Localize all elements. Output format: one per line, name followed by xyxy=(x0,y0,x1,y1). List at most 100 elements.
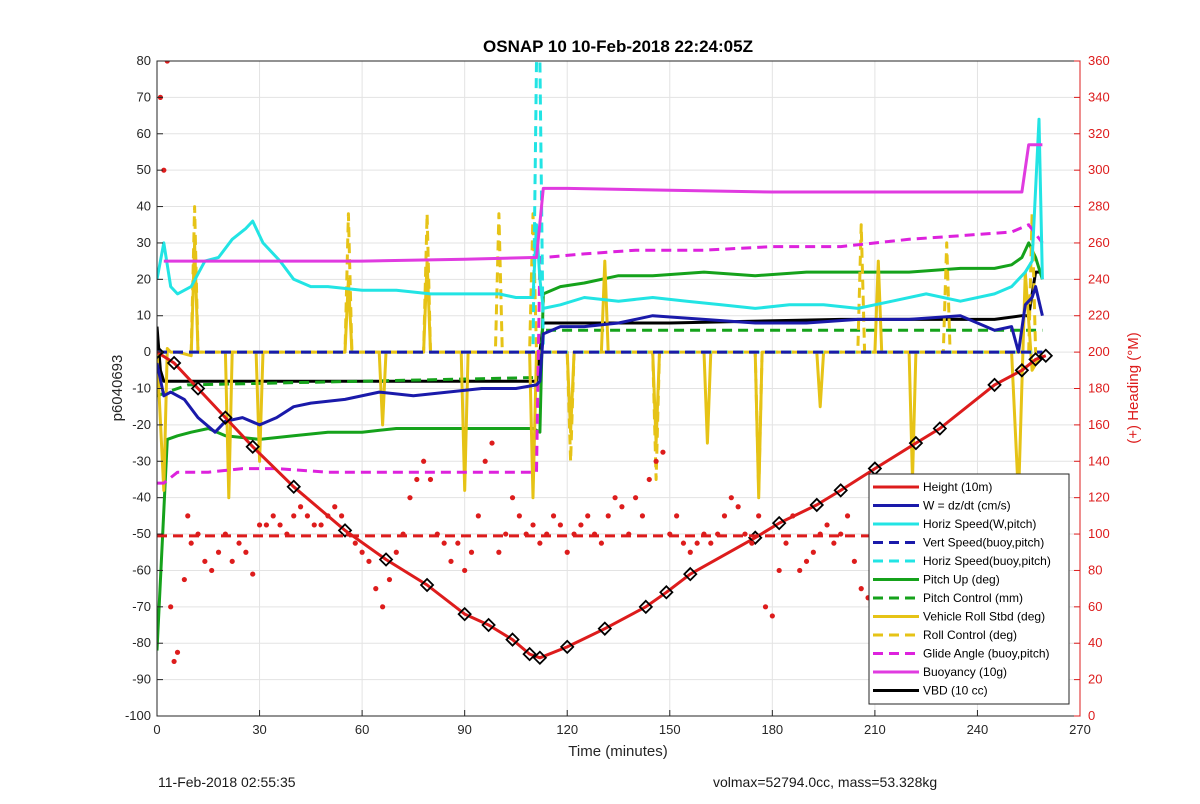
y2-tick-label: 20 xyxy=(1088,672,1102,687)
heading-point xyxy=(263,522,269,528)
y-tick-label: 80 xyxy=(137,53,151,68)
heading-point xyxy=(359,549,365,555)
y-tick-label: -90 xyxy=(132,672,151,687)
y-tick-label: -50 xyxy=(132,526,151,541)
footer-vehicle-info: volmax=52794.0cc, mass=53.328kg xyxy=(713,774,938,790)
heading-point xyxy=(318,522,324,528)
heading-point xyxy=(455,540,461,546)
heading-point xyxy=(516,513,522,519)
series-0 xyxy=(157,344,1054,666)
heading-point xyxy=(421,458,427,464)
height-marker xyxy=(245,439,260,454)
heading-point xyxy=(277,522,283,528)
heading-point xyxy=(414,476,420,483)
legend-box xyxy=(868,473,1070,705)
x-tick-label: 270 xyxy=(1069,722,1091,737)
height-marker xyxy=(532,650,548,666)
heading-point xyxy=(537,540,543,546)
y2-tick-label: 40 xyxy=(1088,635,1102,650)
heading-point xyxy=(174,649,181,655)
heading-point xyxy=(687,549,693,555)
x-tick-label: 120 xyxy=(556,722,578,737)
y-tick-label: 20 xyxy=(137,271,151,286)
y-tick-label: -30 xyxy=(132,453,151,468)
legend: Height (10m) W = dz/dt (cm/s) Horiz Speed(… xyxy=(868,473,1070,705)
heading-point xyxy=(209,567,215,574)
heading-point xyxy=(496,549,502,555)
legend-entry: Vehicle Roll Stbd (deg) xyxy=(923,610,1045,624)
heading-point xyxy=(797,567,803,574)
y2-tick-label: 320 xyxy=(1088,126,1110,141)
y-tick-label: 30 xyxy=(137,235,151,250)
y2-tick-label: 140 xyxy=(1088,453,1110,468)
heading-point xyxy=(810,549,816,555)
heading-point xyxy=(171,658,177,665)
y2-tick-label: 240 xyxy=(1088,271,1110,286)
height-marker xyxy=(1014,363,1030,378)
heading-point xyxy=(619,504,625,510)
heading-point xyxy=(612,495,618,501)
series-6 xyxy=(157,328,1043,398)
heading-point xyxy=(475,513,481,519)
height-marker xyxy=(987,377,1002,393)
y2-tick-label: 160 xyxy=(1088,417,1110,432)
y-tick-label: 40 xyxy=(137,199,151,214)
heading-point xyxy=(653,458,659,464)
legend-entry: Height (10m) xyxy=(923,480,992,494)
heading-point xyxy=(188,540,194,546)
heading-point xyxy=(427,476,434,483)
heading-point xyxy=(297,504,304,510)
heading-point xyxy=(742,531,748,537)
y2-tick-label: 360 xyxy=(1088,53,1110,68)
heading-point xyxy=(530,522,536,528)
heading-point xyxy=(851,558,857,564)
heading-point xyxy=(646,476,652,483)
heading-point xyxy=(181,576,187,583)
heading-point xyxy=(762,604,769,610)
x-tick-label: 0 xyxy=(153,722,160,737)
legend-entry: W = dz/dt (cm/s) xyxy=(923,499,1011,513)
y-tick-label: 50 xyxy=(137,162,151,177)
height-marker xyxy=(908,435,924,451)
heading-point xyxy=(352,540,358,546)
x-tick-label: 240 xyxy=(967,722,989,737)
height-marker xyxy=(378,552,394,567)
heading-point xyxy=(503,531,509,537)
heading-point xyxy=(270,513,276,519)
heading-point xyxy=(578,522,584,528)
heading-point xyxy=(250,571,256,577)
series-2 xyxy=(157,117,1044,310)
y2-tick-label: 340 xyxy=(1088,89,1110,104)
heading-point xyxy=(332,504,338,510)
height-marker xyxy=(809,497,825,513)
legend-entry: Horiz Speed(buoy,pitch) xyxy=(923,554,1051,568)
heading-point xyxy=(366,558,372,564)
y2-tick-label: 200 xyxy=(1088,344,1110,359)
y2-tick-label: 300 xyxy=(1088,162,1110,177)
height-marker xyxy=(522,646,537,662)
y2-tick-label: 80 xyxy=(1088,562,1102,577)
heading-point xyxy=(236,540,242,546)
heading-point xyxy=(441,540,447,546)
height-marker xyxy=(218,410,233,425)
heading-point xyxy=(373,586,379,592)
heading-point xyxy=(783,540,789,546)
heading-point xyxy=(202,558,208,564)
height-marker xyxy=(286,479,302,495)
y-tick-label: 10 xyxy=(137,308,151,323)
heading-point xyxy=(215,549,222,555)
legend-entry: Vert Speed(buoy,pitch) xyxy=(923,536,1044,550)
height-marker xyxy=(481,617,496,633)
heading-point xyxy=(632,495,639,501)
heading-point xyxy=(448,558,454,564)
y-tick-label: -40 xyxy=(132,490,151,505)
heading-point xyxy=(660,449,666,455)
heading-point xyxy=(831,540,837,546)
heading-point xyxy=(756,513,762,519)
heading-point xyxy=(256,522,263,528)
heading-point xyxy=(838,531,844,537)
y2-tick-label: 220 xyxy=(1088,308,1110,323)
heading-point xyxy=(185,513,191,519)
height-marker xyxy=(190,381,206,396)
y2-axis-label: (+) Heading (°M) xyxy=(1125,332,1142,443)
